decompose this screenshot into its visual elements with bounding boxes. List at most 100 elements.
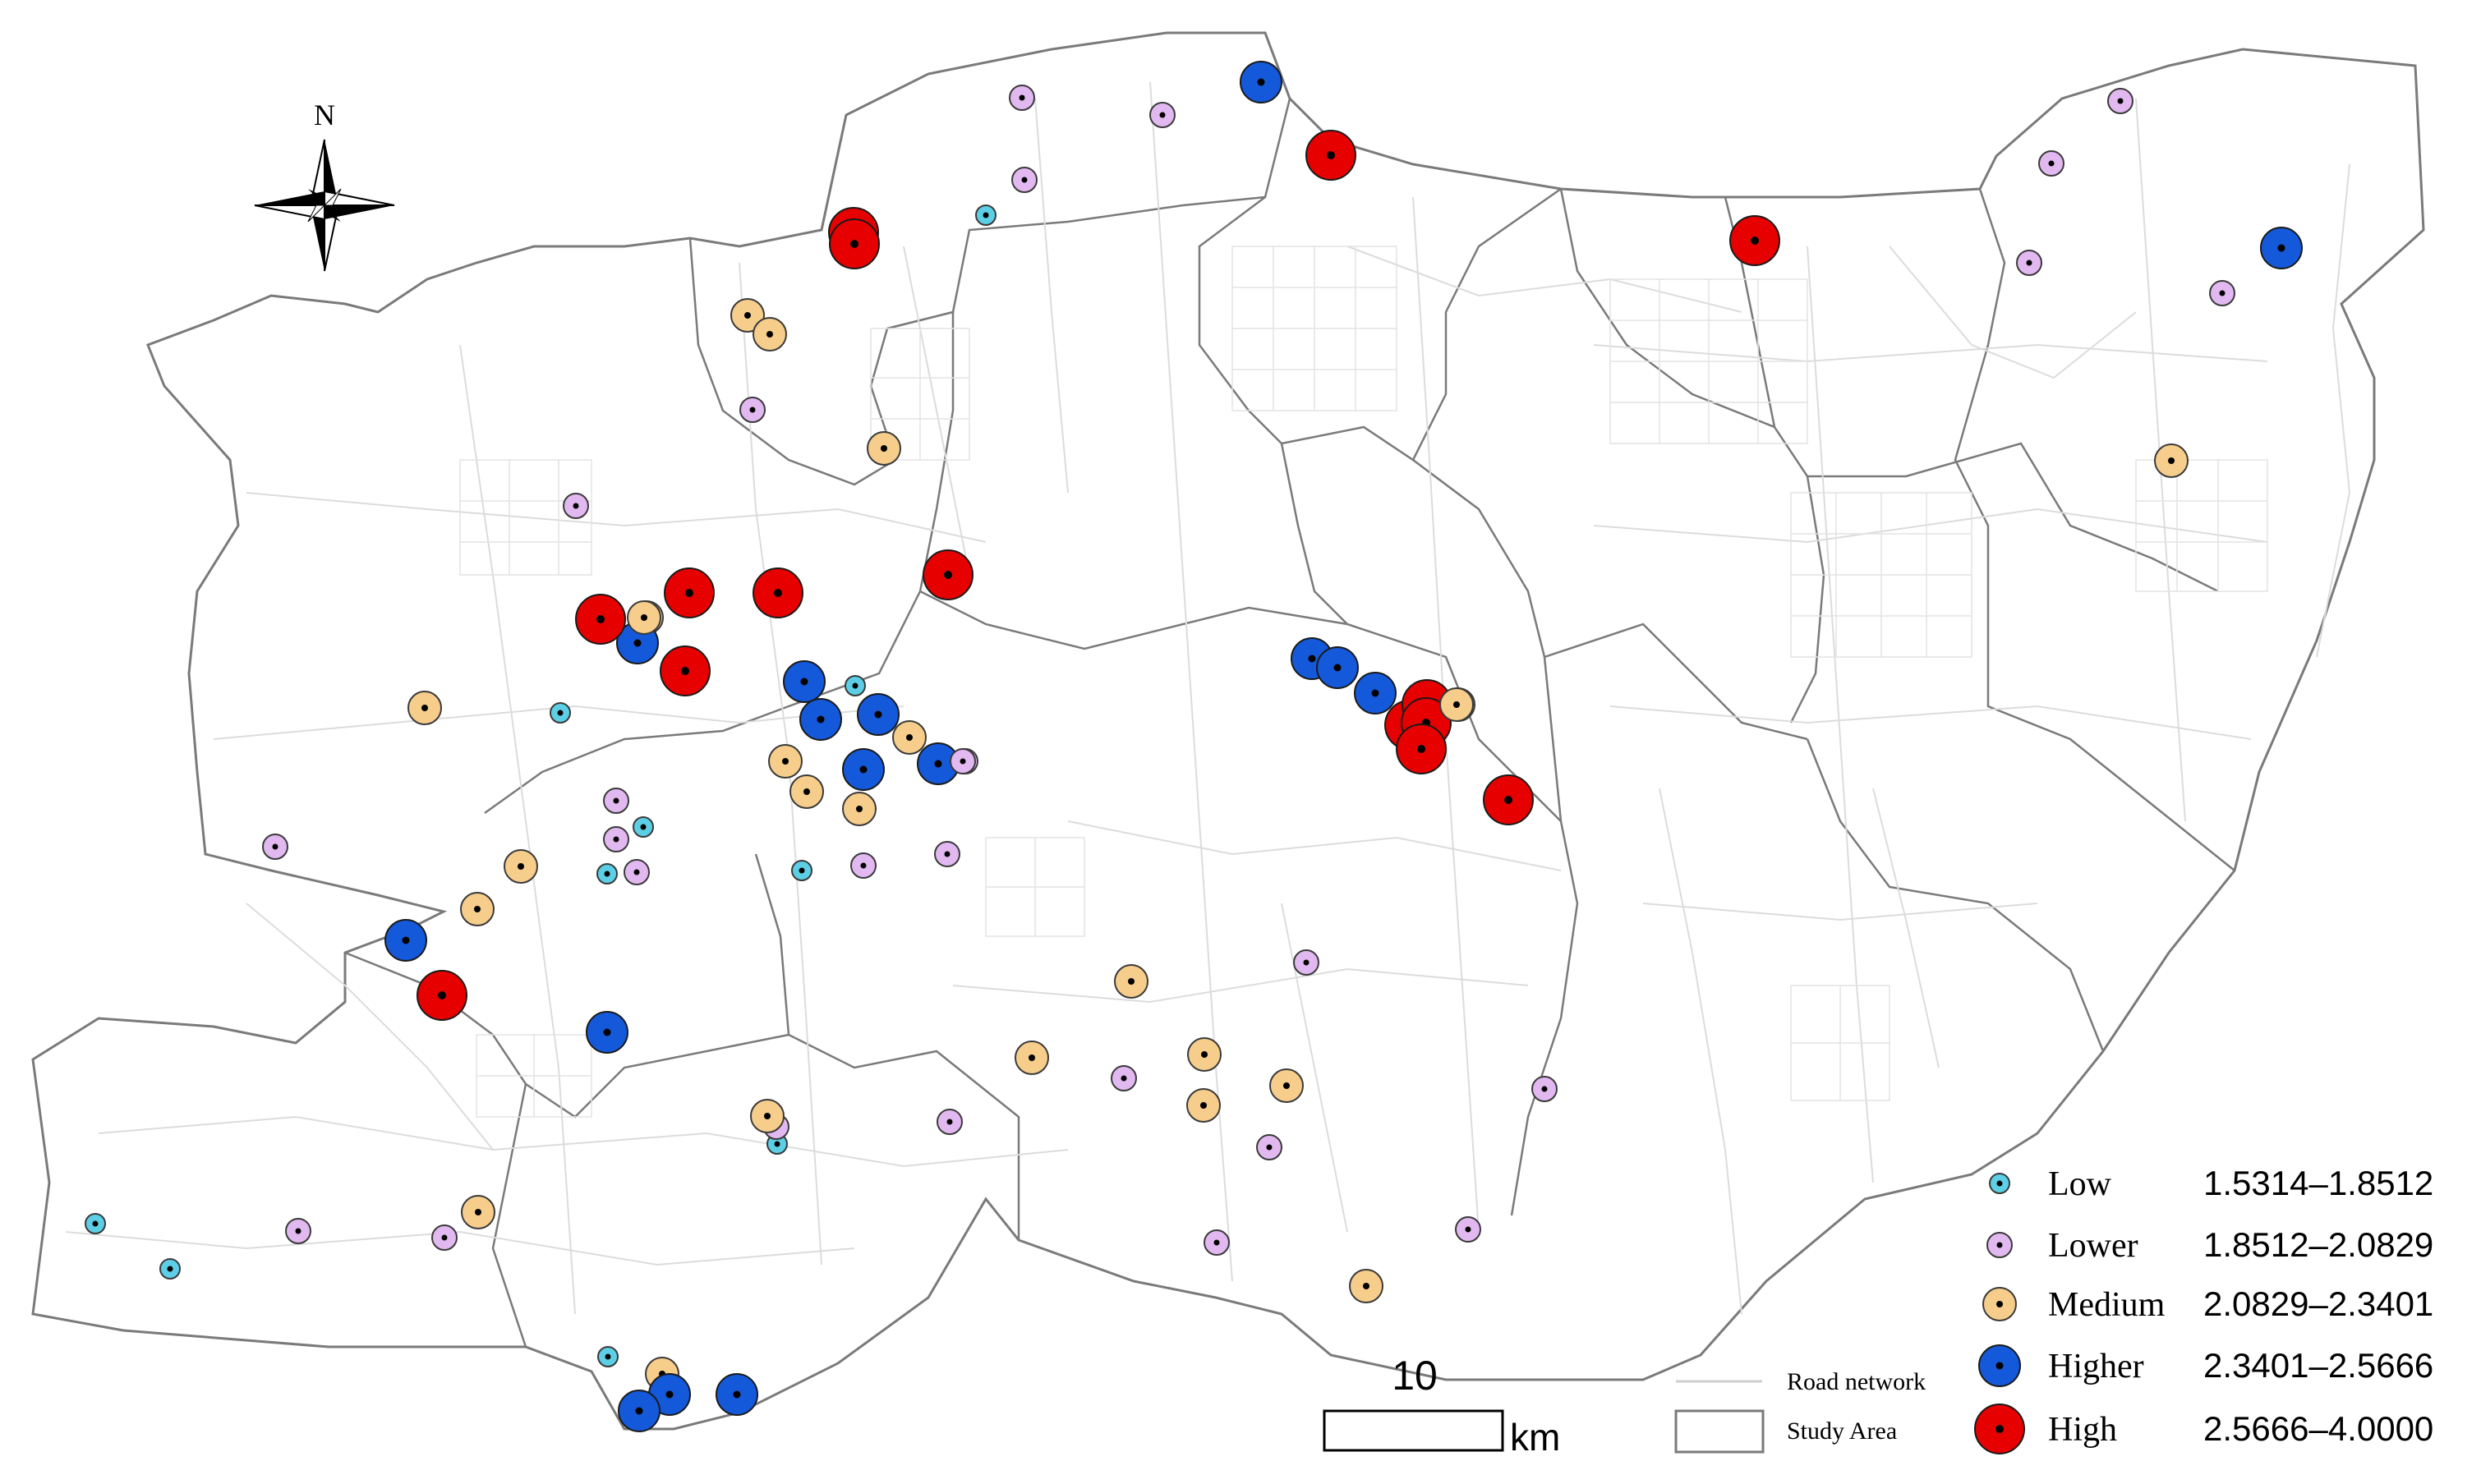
point-medium [1349, 1269, 1383, 1303]
point-higher [384, 919, 427, 962]
point-lower [1111, 1065, 1137, 1091]
point-medium [867, 431, 901, 466]
legend-label-medium: Medium [2048, 1286, 2166, 1324]
legend-item-higher: Higher 2.3401–2.5666 [1978, 1344, 2433, 1387]
study-area-label: Study Area [1787, 1417, 1897, 1445]
point-low [596, 863, 618, 884]
scale-bar: 10 km [1323, 1353, 1560, 1459]
point-lower [739, 397, 766, 423]
point-higher [716, 1373, 758, 1416]
point-medium [753, 317, 787, 351]
point-low [85, 1213, 106, 1234]
point-lower [624, 859, 650, 885]
point-lower [262, 834, 288, 860]
point-higher [2260, 227, 2303, 269]
point-lower [950, 748, 976, 774]
point-lower [1256, 1134, 1282, 1160]
legend-label-high: High [2048, 1411, 2117, 1449]
class-legend: Low 1.5314–1.8512 Lower 1.8512–2.0829 Me… [1974, 1164, 2433, 1454]
point-higher [586, 1011, 628, 1054]
point-medium [730, 298, 765, 333]
point-lower [285, 1218, 311, 1244]
point-higher [1354, 672, 1397, 714]
point-medium [892, 720, 927, 755]
point-higher [857, 693, 900, 736]
point-high [575, 594, 626, 645]
layer-legend: Road network Study Area [1674, 1368, 1926, 1454]
point-lower [2016, 250, 2042, 276]
district-boundaries [344, 98, 2235, 1348]
study-area-boundary [31, 31, 2425, 1431]
point-lower [2038, 150, 2064, 177]
point-high [417, 970, 467, 1021]
point-high [1483, 774, 1534, 825]
point-lower [603, 826, 629, 852]
point-high [829, 218, 880, 269]
point-higher [1316, 646, 1359, 689]
point-medium [504, 849, 538, 884]
scale-bar-value: 10 [1392, 1353, 1438, 1399]
point-medium [407, 691, 442, 725]
point-lower [1293, 949, 1319, 976]
legend-range-high: 2.5666–4.0000 [2203, 1409, 2433, 1448]
urban-areas [459, 246, 2268, 1118]
point-medium [1114, 964, 1148, 999]
road-network [65, 81, 2351, 1315]
north-label: N [314, 99, 335, 131]
scale-bar-box [1323, 1409, 1504, 1452]
point-medium [768, 744, 803, 779]
legend-item-medium: Medium 2.0829–2.3401 [1982, 1284, 2433, 1324]
point-high [1305, 130, 1356, 181]
point-high [660, 646, 711, 696]
point-low [633, 816, 654, 838]
point-low [791, 860, 812, 881]
point-medium [750, 1099, 785, 1133]
point-medium [789, 774, 824, 809]
point-low [845, 675, 866, 696]
study-area-swatch [1674, 1409, 1765, 1454]
legend-item-high: High 2.5666–4.0000 [1974, 1404, 2433, 1454]
point-low [975, 204, 997, 226]
point-lower [1011, 167, 1038, 193]
point-low [159, 1258, 181, 1280]
point-lower [2107, 88, 2133, 114]
road-network-label: Road network [1787, 1368, 1926, 1395]
point-lower [1531, 1076, 1558, 1102]
point-medium [460, 892, 495, 926]
point-medium [1186, 1088, 1221, 1123]
point-higher [799, 698, 842, 741]
point-high [664, 567, 715, 618]
point-lower [603, 788, 629, 814]
point-lower [850, 852, 877, 879]
point-lower [2209, 280, 2235, 306]
point-medium [1439, 687, 1474, 722]
point-medium [1015, 1041, 1049, 1075]
point-high [1396, 724, 1447, 774]
legend-range-higher: 2.3401–2.5666 [2203, 1346, 2433, 1385]
legend-item-lower: Lower 1.8512–2.0829 [1986, 1225, 2433, 1265]
point-medium [461, 1195, 495, 1229]
point-medium [2154, 443, 2189, 478]
legend-item-low: Low 1.5314–1.8512 [1989, 1164, 2433, 1203]
point-medium [627, 600, 661, 635]
point-lower [1009, 85, 1035, 111]
point-low [597, 1346, 619, 1367]
point-lower [563, 493, 589, 519]
point-lower [1149, 102, 1176, 128]
point-higher [1240, 61, 1282, 103]
scale-bar-unit: km [1510, 1416, 1560, 1459]
point-high [753, 567, 803, 618]
legend-range-medium: 2.0829–2.3401 [2203, 1284, 2433, 1323]
point-high [1729, 215, 1780, 266]
point-low [550, 702, 571, 724]
legend-range-lower: 1.8512–2.0829 [2203, 1225, 2433, 1264]
point-medium [1269, 1068, 1304, 1103]
point-lower [1455, 1216, 1481, 1243]
legend-label-lower: Lower [2048, 1227, 2138, 1265]
point-lower [934, 841, 960, 867]
point-medium [1187, 1037, 1222, 1072]
legend-range-low: 1.5314–1.8512 [2203, 1164, 2433, 1202]
point-lower [937, 1109, 963, 1135]
point-medium [842, 792, 877, 826]
